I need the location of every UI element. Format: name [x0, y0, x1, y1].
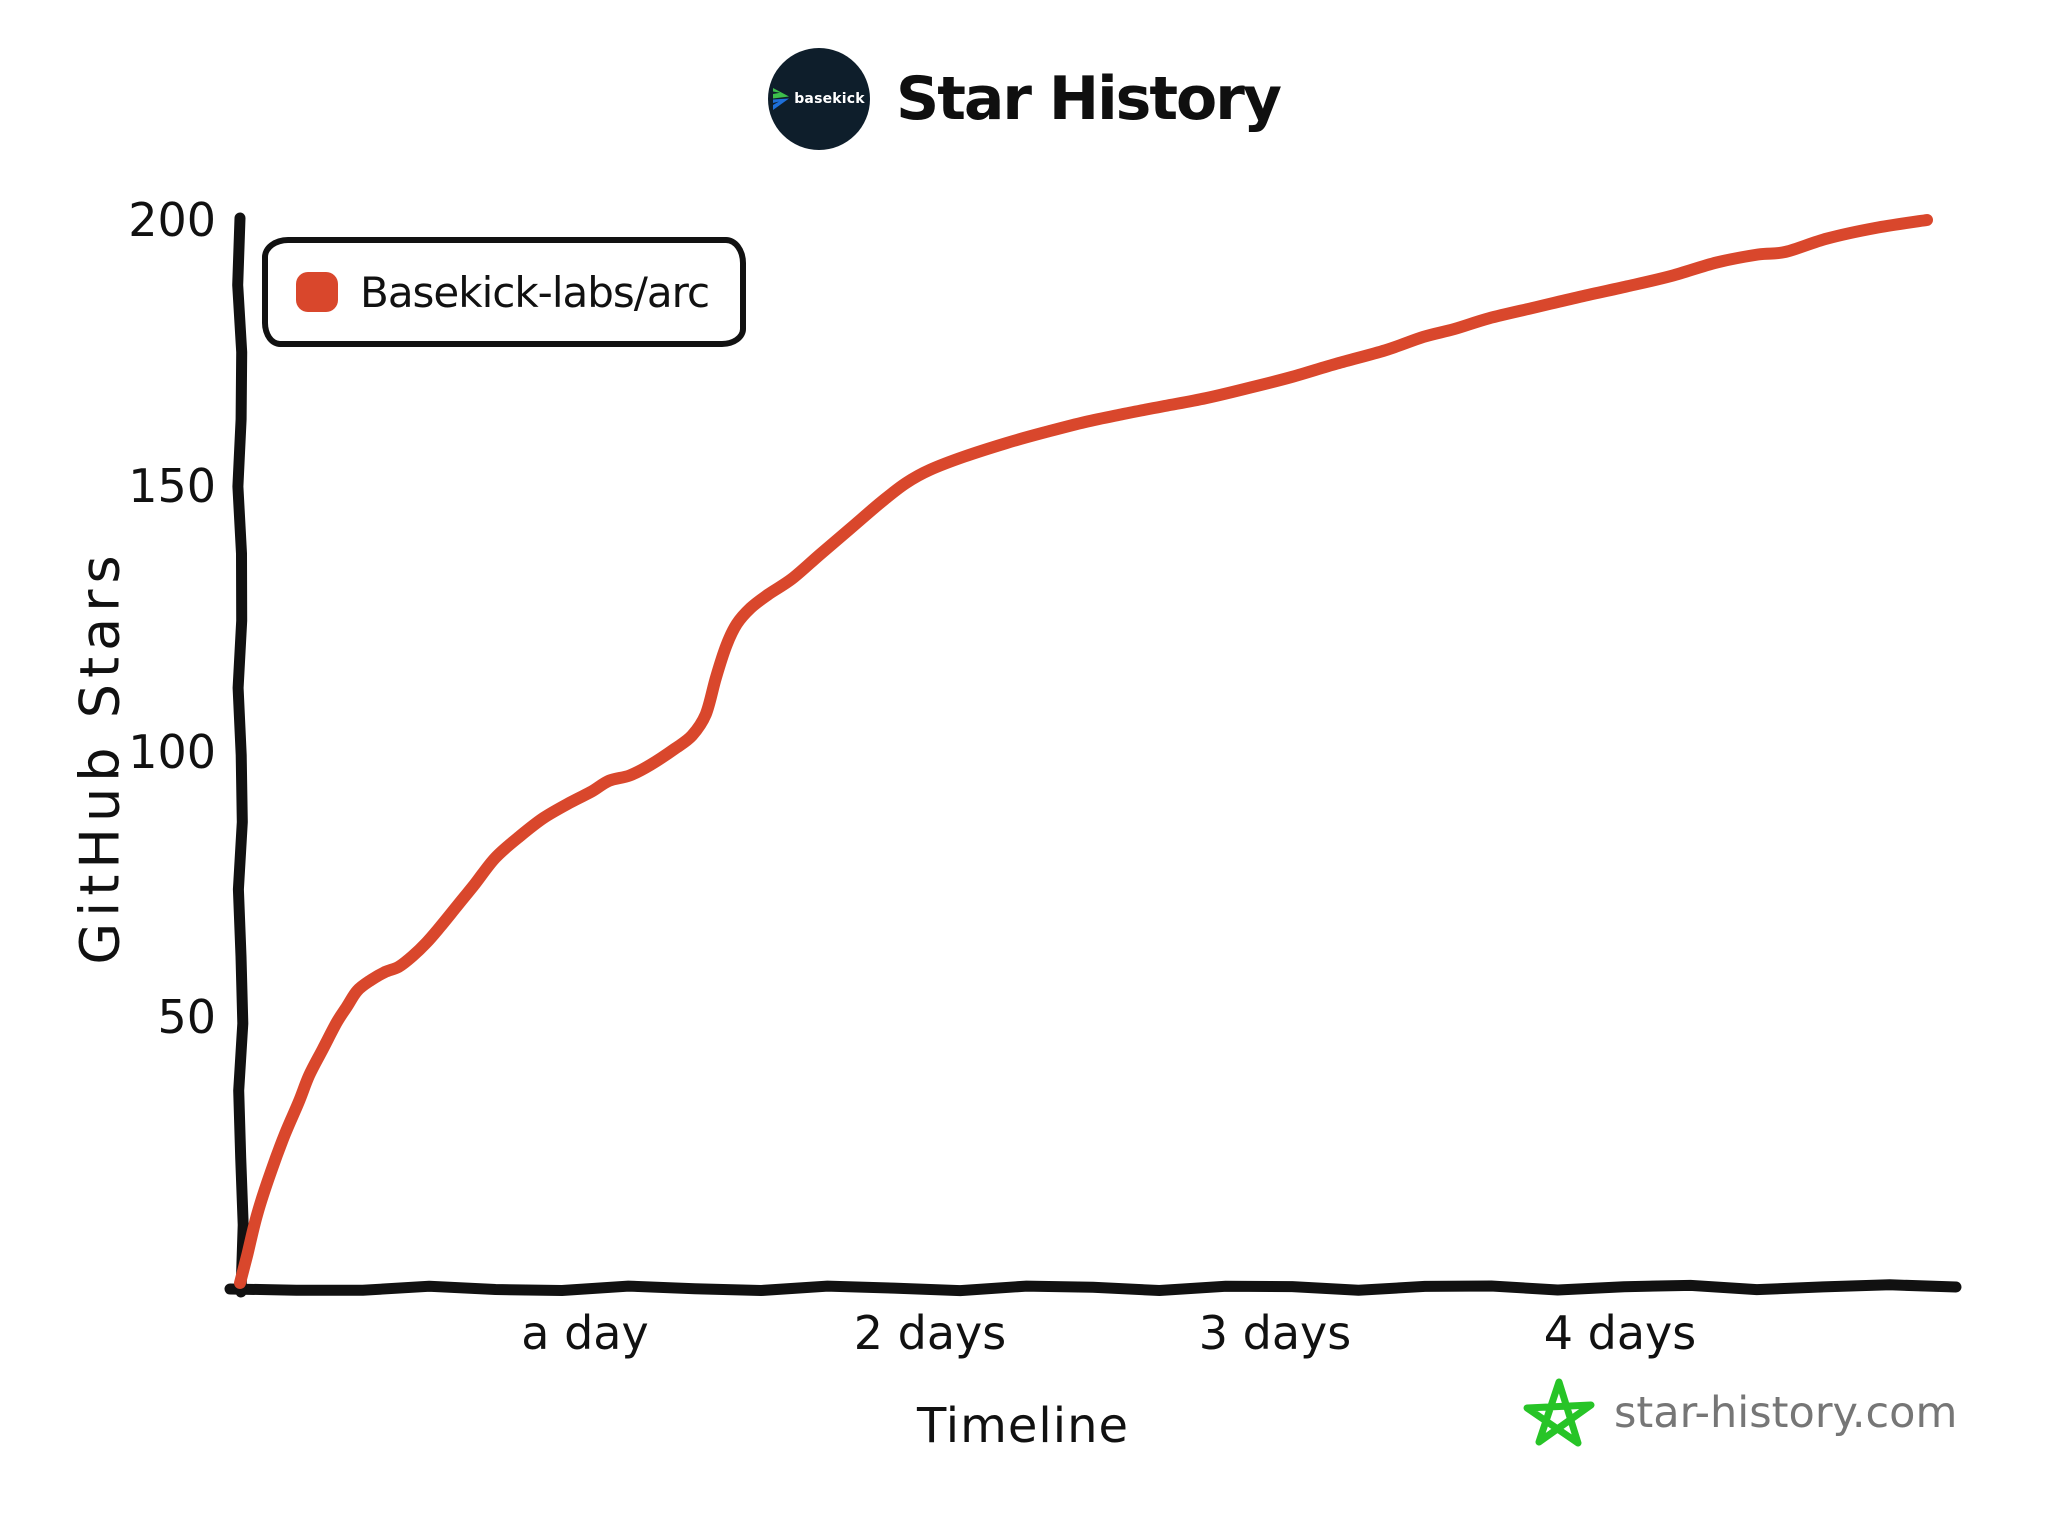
x-tick-label: a day — [521, 1306, 649, 1360]
logo-label: basekick — [794, 91, 865, 107]
y-tick-label: 100 — [128, 724, 216, 779]
x-tick-label: 4 days — [1543, 1306, 1697, 1360]
y-axis-line — [232, 212, 249, 1298]
basekick-logo-icon: basekick — [768, 48, 871, 150]
series-line-basekick-labs-arc — [234, 214, 1933, 1289]
star-icon — [1523, 1378, 1595, 1447]
watermark-text: star-history.com — [1614, 1388, 1958, 1438]
x-tick-label: 3 days — [1198, 1306, 1352, 1360]
chart-header: basekick Star History — [0, 48, 2048, 150]
y-tick-label: 150 — [128, 458, 216, 513]
basekick-chevron-icon — [773, 88, 790, 110]
x-axis-line — [224, 1279, 1962, 1297]
legend-label: Basekick-labs/arc — [360, 267, 710, 317]
watermark: star-history.com — [1520, 1378, 1957, 1448]
y-tick-label: 200 — [128, 193, 216, 247]
x-tick-label: 2 days — [853, 1306, 1007, 1360]
y-tick-label: 50 — [157, 990, 216, 1045]
x-axis-title: Timeline — [916, 1398, 1130, 1454]
page-title: Star History — [896, 64, 1282, 134]
legend-swatch — [296, 272, 338, 312]
legend: Basekick-labs/arc — [262, 237, 746, 347]
